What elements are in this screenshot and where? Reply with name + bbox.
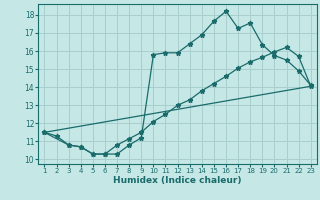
X-axis label: Humidex (Indice chaleur): Humidex (Indice chaleur) (113, 176, 242, 185)
